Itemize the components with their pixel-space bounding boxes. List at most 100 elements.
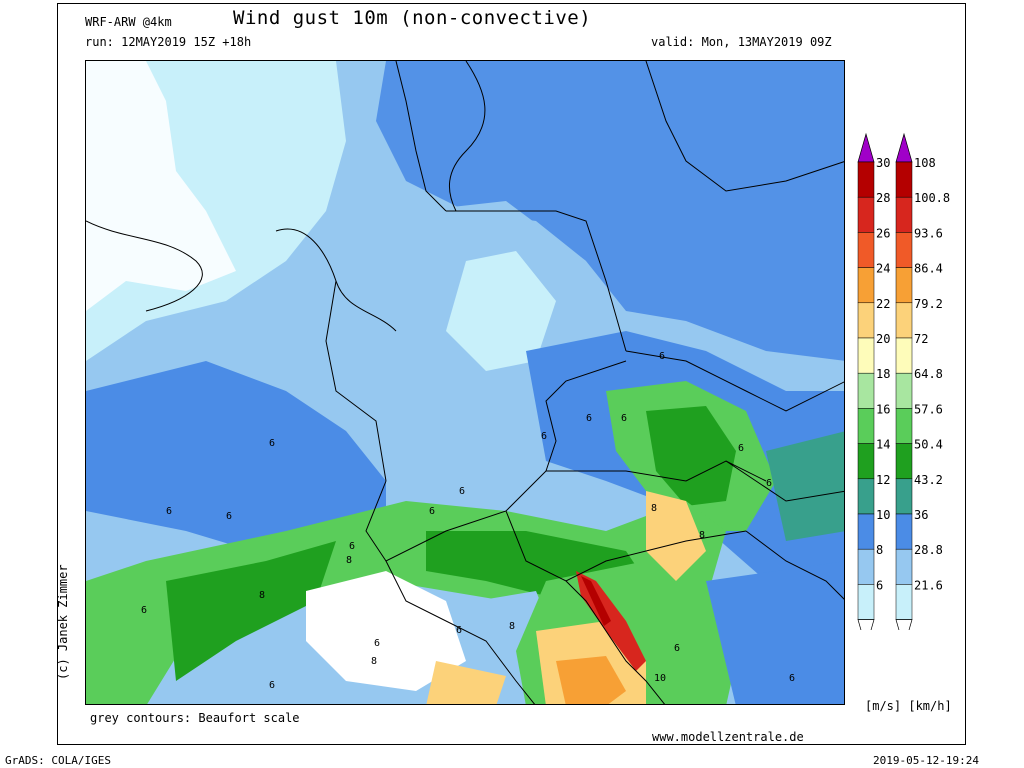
- legend-tick-label: 100.8: [914, 191, 950, 205]
- grads-label: GrADS: COLA/IGES: [5, 754, 111, 767]
- value-label: 8: [509, 621, 515, 632]
- legend-tick-label: 57.6: [914, 402, 943, 416]
- legend-underflow-arrow: [857, 619, 875, 649]
- wind-gust-map: 6 6 6 6 6 6 6 6 6 6 6 6 6 6 6 6 6 6 8 8 …: [85, 60, 845, 705]
- legend-tick-label: 10: [876, 508, 890, 522]
- legend-tick-label: 72: [914, 332, 928, 346]
- legend-tick-label: 43.2: [914, 473, 943, 487]
- legend-swatch: [857, 196, 875, 233]
- legend-tick-label: 64.8: [914, 367, 943, 381]
- legend-swatch: [857, 337, 875, 374]
- value-label: 6: [541, 431, 547, 442]
- legend-swatch: [895, 337, 913, 374]
- blue-area-north: [376, 61, 844, 361]
- legend-swatch: [895, 478, 913, 515]
- dark-green-west: [166, 541, 336, 681]
- value-label: 6: [621, 413, 627, 424]
- dark-green-austria: [646, 406, 736, 506]
- teal-area-east: [766, 431, 844, 541]
- value-label: 6: [586, 413, 592, 424]
- legend-tick-label: 16: [876, 402, 890, 416]
- legend-swatch: [857, 267, 875, 304]
- legend-tick-label: 6: [876, 578, 883, 592]
- value-label: 6: [166, 506, 172, 517]
- legend-swatch: [857, 478, 875, 515]
- value-label: 10: [654, 673, 666, 684]
- legend-tick-label: 22: [876, 297, 890, 311]
- value-label: 8: [651, 503, 657, 514]
- legend-bars: 302826242220181614121086108100.893.686.4…: [857, 132, 950, 649]
- legend-tick-label: 28.8: [914, 543, 943, 557]
- value-label: 6: [141, 605, 147, 616]
- legend-swatch: [895, 408, 913, 444]
- legend-tick-label: 26: [876, 226, 890, 240]
- blue-area-france: [86, 361, 386, 561]
- value-label: 6: [226, 511, 232, 522]
- orange-area-adriatic: [556, 656, 626, 704]
- legend-swatch: [857, 302, 875, 339]
- yellow-area-slovenia: [646, 491, 706, 581]
- legend-swatch: [857, 161, 875, 198]
- legend-tick-label: 12: [876, 473, 890, 487]
- legend-tick-label: 20: [876, 332, 890, 346]
- legend-swatch: [857, 584, 875, 620]
- legend-swatch: [857, 513, 875, 550]
- legend-swatch: [895, 548, 913, 585]
- legend-tick-label: 50.4: [914, 438, 943, 452]
- legend-tick-label: 14: [876, 438, 890, 452]
- calm-area-po: [306, 571, 466, 691]
- legend-tick-label: 79.2: [914, 297, 943, 311]
- blue-area-balkans: [706, 561, 844, 704]
- chart-title: Wind gust 10m (non-convective): [233, 7, 592, 29]
- legend-tick-label: 30: [876, 156, 890, 170]
- value-label: 6: [459, 486, 465, 497]
- run-label: run: 12MAY2019 15Z +18h: [85, 35, 252, 49]
- legend-swatch: [857, 372, 875, 409]
- valid-label: valid: Mon, 13MAY2019 09Z: [651, 35, 832, 49]
- legend-swatch: [857, 443, 875, 480]
- yellow-area-south: [426, 661, 506, 704]
- borders: [86, 61, 844, 704]
- weak-central: [446, 251, 556, 371]
- legend-swatch: [857, 232, 875, 268]
- value-label: 6: [349, 541, 355, 552]
- value-labels: 6 6 6 6 6 6 6 6 6 6 6 6 6 6 6 6 6 6 8 8 …: [141, 351, 795, 691]
- contour-note: grey contours: Beaufort scale: [90, 711, 300, 725]
- legend-tick-label: 8: [876, 543, 883, 557]
- legend-tick-label: 21.6: [914, 578, 943, 592]
- value-label: 6: [766, 478, 772, 489]
- legend-swatch: [895, 161, 913, 198]
- legend-tick-label: 93.6: [914, 226, 943, 240]
- value-label: 6: [374, 638, 380, 649]
- legend-tick-label: 108: [914, 156, 936, 170]
- legend-tick-label: 86.4: [914, 262, 943, 276]
- website-label: www.modellzentrale.de: [652, 730, 804, 744]
- legend-swatch: [895, 232, 913, 268]
- legend-tick-label: 28: [876, 191, 890, 205]
- legend-tick-label: 36: [914, 508, 928, 522]
- value-label: 8: [346, 555, 352, 566]
- legend-overflow-arrow: [895, 132, 913, 163]
- calm-area-nw: [86, 61, 236, 311]
- value-label: 6: [269, 680, 275, 691]
- legend-swatch: [895, 267, 913, 304]
- legend-swatch: [895, 302, 913, 339]
- value-label: 6: [429, 506, 435, 517]
- legend-swatch: [895, 443, 913, 480]
- value-label: 8: [371, 656, 377, 667]
- plot-frame: [57, 3, 966, 745]
- value-label: 6: [659, 351, 665, 362]
- legend-swatch: [857, 548, 875, 585]
- units-label: [m/s] [km/h]: [865, 699, 952, 713]
- legend-overflow-arrow: [857, 132, 875, 163]
- legend-swatch: [895, 372, 913, 409]
- legend-tick-label: 24: [876, 262, 890, 276]
- legend-swatch: [895, 513, 913, 550]
- value-label: 6: [738, 443, 744, 454]
- value-label: 6: [269, 438, 275, 449]
- credit-label: (c) Janek Zimmer: [56, 564, 70, 680]
- color-legend: 30 28 26 24 22 20 18 16 14 12 10 8 6 108 100.8 93.6 86.4…: [850, 130, 970, 649]
- legend-underflow-arrow: [895, 619, 913, 649]
- value-label: 6: [674, 643, 680, 654]
- legend-swatch: [857, 408, 875, 444]
